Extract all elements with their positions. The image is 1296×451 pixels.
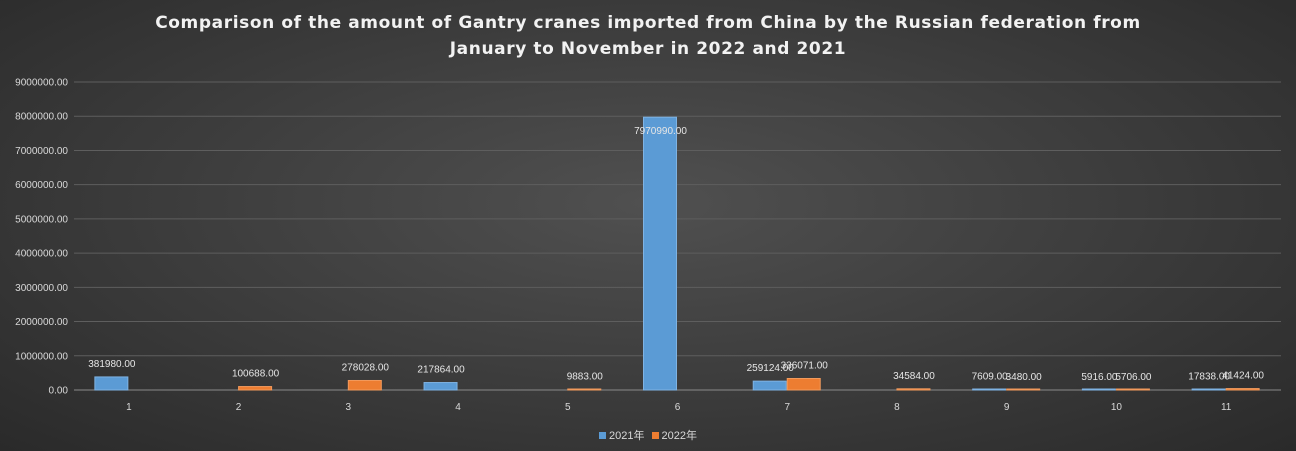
bar-2021-month-9 [972,388,1007,391]
x-tick-label: 6 [675,402,681,413]
x-tick-label: 11 [1221,402,1232,413]
bar-2022-month-3 [347,379,382,391]
legend-label-2021: 2021年 [608,430,645,442]
x-tick-label: 2 [236,402,242,413]
bar-2022-month-8 [896,388,931,391]
data-label: 278028.00 [342,362,390,373]
chart-title-line-1: Comparison of the amount of Gantry crane… [155,13,1141,33]
bar-2021-month-7 [752,380,787,391]
y-tick-label: 1000000.00 [15,351,68,362]
y-tick-label: 7000000.00 [15,146,68,157]
x-tick-label: 3 [346,402,352,413]
data-label: 41424.00 [1222,371,1264,382]
bar-2022-month-9 [1006,388,1041,391]
data-label: 336071.00 [781,360,829,371]
x-tick-label: 10 [1111,402,1123,413]
x-tick-label: 4 [455,402,461,413]
data-label: 5706.00 [1115,372,1152,383]
x-tick-label: 7 [784,402,790,413]
x-tick-label: 1 [126,402,132,413]
y-tick-label: 6000000.00 [15,180,68,191]
y-tick-label: 8000000.00 [15,112,68,123]
x-tick-label: 8 [894,402,900,413]
y-tick-label: 4000000.00 [15,249,68,260]
chart-title: Comparison of the amount of Gantry crane… [0,10,1296,62]
legend-label-2022: 2022年 [661,430,698,442]
data-label: 217864.00 [417,365,465,376]
data-label: 17838.00 [1188,371,1230,382]
data-label: 9883.00 [567,372,604,383]
data-label: 381980.00 [88,359,136,370]
y-tick-label: 3000000.00 [15,283,68,294]
bar-2021-month-11 [1191,388,1226,391]
y-tick-label: 9000000.00 [15,78,68,89]
data-label: 3480.00 [1006,372,1043,383]
bar-2022-month-11 [1225,388,1260,391]
legend-item-2021: 2021年 [598,427,645,443]
x-tick-label: 9 [1004,402,1010,413]
y-tick-label: 0.00 [49,386,69,397]
bar-2022-month-2 [238,386,273,391]
y-tick-label: 2000000.00 [15,317,68,328]
data-label: 100688.00 [232,369,280,380]
bar-2021-month-6 [643,116,677,391]
chart-legend: 2021年 2022年 [0,427,1296,443]
data-label: 259124.00 [747,363,795,374]
x-tick-label: 5 [565,402,571,413]
legend-swatch-2021 [598,431,606,439]
bar-2021-month-10 [1081,388,1116,391]
bar-2022-month-5 [567,388,602,391]
data-label: 34584.00 [893,371,935,382]
bar-2022-month-10 [1115,388,1150,391]
y-tick-label: 5000000.00 [15,214,68,225]
chart-title-line-2: January to November in 2022 and 2021 [449,39,847,59]
bar-2021-month-4 [423,382,458,391]
legend-swatch-2022 [651,431,659,439]
data-label: 7609.00 [972,372,1009,383]
data-label: 7970990.00 [634,126,687,137]
data-label: 5916.00 [1081,372,1118,383]
legend-item-2022: 2022年 [651,427,698,443]
bar-2022-month-7 [786,377,821,391]
bar-2021-month-1 [94,376,129,391]
